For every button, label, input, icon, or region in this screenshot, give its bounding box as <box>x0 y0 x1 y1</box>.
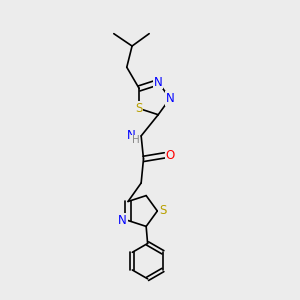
Text: N: N <box>154 76 163 89</box>
Text: S: S <box>135 102 143 115</box>
Text: H: H <box>132 135 140 145</box>
Text: N: N <box>166 92 174 105</box>
Text: N: N <box>118 214 127 227</box>
Text: O: O <box>165 149 175 162</box>
Text: N: N <box>127 129 136 142</box>
Text: S: S <box>159 205 166 218</box>
